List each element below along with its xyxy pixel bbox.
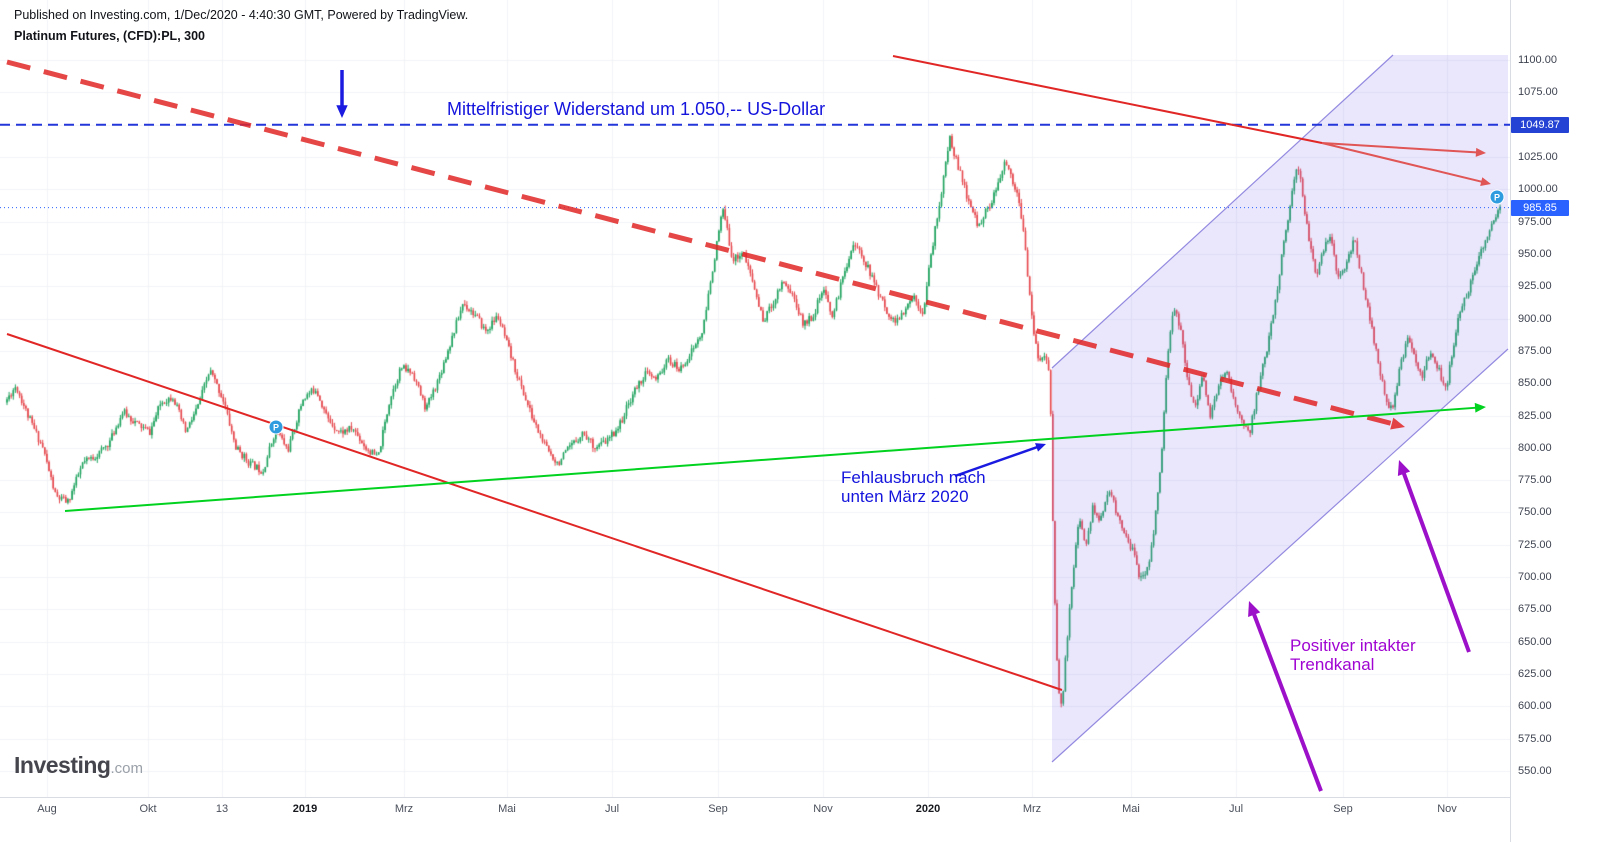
red-downtrend-dashed-line[interactable] [6, 59, 1399, 428]
time-tick-label: Aug [37, 803, 57, 815]
price-tick-label: 1000.00 [1518, 183, 1558, 196]
time-tick-label: 13 [215, 803, 229, 815]
price-tick-label: 1100.00 [1518, 54, 1557, 66]
p-marker-label: P [1494, 193, 1500, 203]
published-line: Published on Investing.com, 1/Dec/2020 -… [14, 8, 469, 22]
purple-channel-arrow-left[interactable] [1249, 607, 1323, 792]
time-tick-label: Nov [1437, 803, 1457, 815]
price-tick-label: 650.00 [1518, 635, 1552, 648]
chart-overlay: PP [0, 54, 1510, 792]
time-tick-label: Okt [139, 803, 157, 815]
axis-corner [1510, 797, 1613, 842]
price-tick-label: 575.00 [1518, 732, 1552, 745]
price-tick-label: 675.00 [1518, 603, 1552, 616]
price-tick-label: 750.00 [1518, 506, 1552, 519]
false-breakout-annotation[interactable]: Fehlausbruch nach unten März 2020 [841, 468, 986, 506]
price-tick-label: 900.00 [1518, 312, 1552, 325]
red-trendline-upper[interactable] [892, 55, 1323, 144]
last-price-label: 985.85 [1511, 199, 1569, 216]
red-projection-arrow-2-head [1480, 177, 1491, 186]
price-tick-label: 825.00 [1518, 409, 1552, 422]
time-tick-label: Mrz [394, 803, 414, 815]
green-support-line[interactable] [64, 406, 1481, 512]
time-tick-label: Jul [1228, 803, 1244, 815]
chart-canvas[interactable] [0, 0, 1510, 797]
price-tick-label: 875.00 [1518, 344, 1552, 357]
p-marker-icon[interactable] [268, 419, 284, 435]
symbol-title: Platinum Futures, (CFD):PL, 300 [14, 29, 205, 43]
trend-channel-line2: Trendkanal [1290, 655, 1375, 674]
time-tick-label: Mai [1122, 803, 1140, 815]
time-tick-label: 2020 [915, 803, 941, 815]
price-tick-label: 1075.00 [1518, 86, 1558, 99]
red-trendline-lower[interactable] [6, 333, 1063, 691]
purple-channel-arrow-right[interactable] [1399, 466, 1471, 653]
false-breakout-line2: unten März 2020 [841, 487, 969, 506]
trend-channel-line1: Positiver intakter [1290, 636, 1416, 655]
price-tick-label: 975.00 [1518, 215, 1552, 228]
price-tick-label: 800.00 [1518, 441, 1552, 454]
price-tick-label: 1025.00 [1518, 150, 1558, 163]
logo-com-text: .com [110, 760, 143, 777]
price-tick-label: 925.00 [1518, 280, 1552, 293]
price-tick-label: 600.00 [1518, 700, 1552, 713]
purple-channel-arrow-left-head [1248, 601, 1261, 617]
blue-breakout-arrow[interactable] [954, 444, 1042, 478]
price-tick-label: 950.00 [1518, 247, 1552, 260]
time-tick-label: Mrz [1022, 803, 1042, 815]
time-axis[interactable]: Aug Okt 13 2019 Mrz Mai Jul Sep Nov 2020 Mrz Mai Jul… [0, 797, 1613, 842]
red-downtrend-dashed-line-head [1390, 417, 1405, 430]
price-tick-label: 625.00 [1518, 668, 1552, 681]
trend-channel-annotation[interactable]: Positiver intakter Trendkanal [1290, 636, 1416, 674]
time-tick-label: Jul [604, 803, 620, 815]
time-tick-label: Sep [708, 803, 728, 815]
purple-channel-arrow-right-head [1397, 460, 1411, 476]
price-tick-label: 775.00 [1518, 474, 1552, 487]
false-breakout-line1: Fehlausbruch nach [841, 468, 986, 487]
time-tick-label: Nov [813, 803, 833, 815]
trend-channel-fill[interactable] [1052, 55, 1508, 762]
time-tick-label: 2019 [292, 803, 318, 815]
logo-investing-text: Investing [14, 752, 111, 778]
red-projection-arrow-1-head [1475, 147, 1486, 157]
time-tick-label: Sep [1333, 803, 1353, 815]
blue-breakout-arrow-head [1035, 443, 1046, 452]
price-tick-label: 700.00 [1518, 571, 1552, 584]
price-tick-label: 725.00 [1518, 538, 1552, 551]
trend-channel-lower-line[interactable] [1051, 348, 1509, 763]
red-projection-arrow-2[interactable] [1321, 142, 1486, 184]
price-tick-label: 550.00 [1518, 765, 1552, 777]
p-marker-icon[interactable] [1489, 189, 1505, 205]
red-projection-arrow-1[interactable] [1321, 142, 1481, 154]
resistance-annotation[interactable]: Mittelfristiger Widerstand um 1.050,-- U… [447, 99, 826, 119]
price-tick-label: 850.00 [1518, 377, 1552, 390]
time-tick-label: Mai [498, 803, 516, 815]
p-marker-label: P [273, 423, 279, 433]
trend-channel-upper-line[interactable] [1051, 54, 1394, 369]
investing-logo: Investing.com [14, 752, 143, 779]
green-support-line-head [1474, 402, 1486, 413]
price-axis[interactable]: 1100.001075.001050.001025.001000.00975.0… [1510, 0, 1613, 797]
blue-resistance-arrow-head [336, 105, 348, 118]
resistance-price-label: 1049.87 [1511, 116, 1569, 133]
